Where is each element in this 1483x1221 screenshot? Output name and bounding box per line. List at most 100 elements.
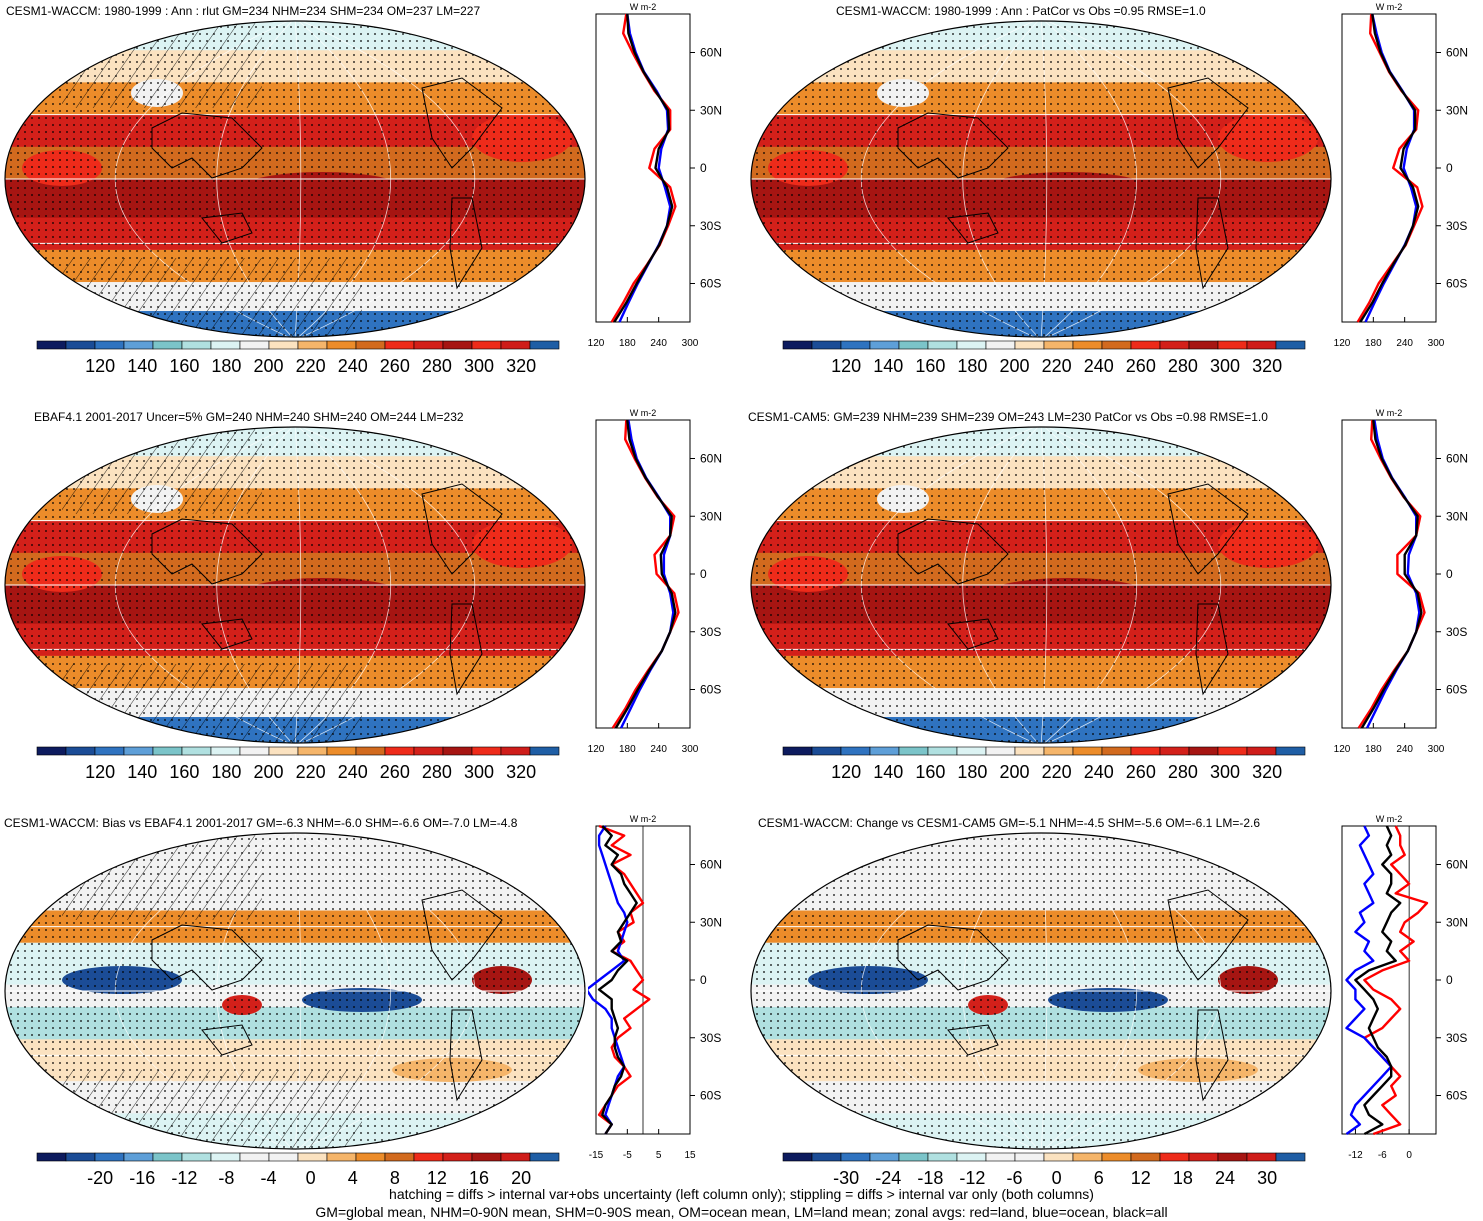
colorbar-swatch [239, 746, 270, 756]
colorbar-tick-label: 180 [957, 762, 987, 782]
colorbar-tick-label: 240 [1084, 356, 1114, 376]
colorbar-tick-label: 0 [306, 1168, 316, 1188]
colorbar-swatch [268, 340, 299, 350]
colorbar-swatch [123, 1152, 154, 1162]
colorbar-swatch [268, 1152, 299, 1162]
ytick-label: 60N [1446, 452, 1468, 466]
zonal-profile: W m-2 60N 30N 0 30S 60S 120 180 240 300 [588, 2, 722, 349]
panel-title: CESM1-WACCM: Change vs CESM1-CAM5 GM=-5.… [758, 816, 1261, 830]
colorbar-tick-label: 200 [1000, 762, 1030, 782]
colorbar-tick-label: 6 [1094, 1168, 1104, 1188]
panel-6: CESM1-WACCM: Change vs CESM1-CAM5 GM=-5.… [746, 812, 1483, 1188]
colorbar-tick-label: 220 [1042, 762, 1072, 782]
profile-unit: W m-2 [1376, 814, 1403, 824]
colorbar-swatch [471, 746, 502, 756]
map-border [750, 426, 1332, 744]
colorbar-tick-label: 220 [1042, 356, 1072, 376]
ytick-label: 30N [700, 509, 722, 523]
colorbar-swatch [927, 1152, 958, 1162]
xtick-label: 120 [588, 744, 605, 755]
colorbar-swatch [1130, 746, 1161, 756]
ytick-label: 0 [1446, 567, 1453, 581]
zonal-profile: W m-2 60N 30N 0 30S 60S 120 180 240 300 [588, 408, 722, 755]
colorbar-tick-label: -8 [218, 1168, 234, 1188]
series-ocean [1366, 419, 1421, 729]
colorbar-swatch [811, 340, 842, 350]
series-land [1363, 825, 1429, 1136]
colorbar-tick-label: 8 [390, 1168, 400, 1188]
map-field [751, 427, 1331, 743]
colorbar-swatch [782, 746, 813, 756]
map-border [4, 426, 586, 744]
xtick-label: 240 [1396, 744, 1413, 755]
profile-unit: W m-2 [630, 408, 657, 418]
ytick-label: 60S [1446, 1089, 1467, 1103]
colorbar-tick-label: 12 [1131, 1168, 1151, 1188]
colorbar-swatch [210, 746, 241, 756]
colorbar-swatch [956, 1152, 987, 1162]
colorbar-swatch [985, 746, 1016, 756]
map-plot [750, 20, 1332, 338]
colorbar-swatch [326, 340, 357, 350]
coastline [897, 483, 1249, 696]
colorbar-tick-label: 260 [380, 762, 410, 782]
colorbar-swatch [956, 746, 987, 756]
panel-1: CESM1-WACCM: 1980-1999 : Ann : rlut GM=2… [0, 0, 740, 390]
stippling [751, 21, 1331, 337]
colorbar-tick-label: 220 [296, 762, 326, 782]
xtick-label: 120 [588, 338, 605, 349]
colorbar-swatch [840, 746, 871, 756]
colorbar-tick-label: 140 [873, 356, 903, 376]
colorbar-swatch [65, 340, 96, 350]
profile-unit: W m-2 [630, 814, 657, 824]
map-field [751, 833, 1331, 1149]
series-land [597, 824, 651, 1135]
colorbar-swatch [355, 1152, 386, 1162]
series-land [611, 419, 680, 729]
colorbar-tick-label: 320 [1252, 762, 1282, 782]
xtick-label: -6 [1378, 1150, 1387, 1161]
colorbar-swatch [898, 340, 929, 350]
ytick-label: 30S [1446, 1031, 1467, 1045]
colorbar-tick-label: 260 [380, 356, 410, 376]
hatching [62, 833, 262, 920]
colorbar-swatch [471, 340, 502, 350]
ytick-label: 30N [700, 103, 722, 117]
colorbar-swatch [36, 746, 67, 756]
colorbar-swatch [268, 746, 299, 756]
map-field [5, 427, 585, 743]
colorbar-swatch [94, 340, 125, 350]
panel-5: CESM1-WACCM: Bias vs EBAF4.1 2001-2017 G… [0, 812, 740, 1188]
xtick-label: 0 [1406, 1150, 1412, 1161]
stippling [751, 833, 1331, 1149]
series-all [1359, 13, 1420, 323]
colorbar-swatch [869, 340, 900, 350]
xtick-label: 300 [682, 338, 699, 349]
colorbar-swatch [985, 1152, 1016, 1162]
ytick-label: 60N [700, 452, 722, 466]
map-border [750, 20, 1332, 338]
colorbar-swatch [1043, 1152, 1074, 1162]
colorbar-swatch [1246, 1152, 1277, 1162]
colorbar-swatch [413, 746, 444, 756]
colorbar-swatch [1159, 340, 1190, 350]
colorbar: -20 -16 -12 -8 -4 0 4 8 12 16 20 [36, 1152, 560, 1188]
colorbar-swatch [152, 746, 183, 756]
colorbar-tick-label: 320 [1252, 356, 1282, 376]
colorbar-swatch [1072, 746, 1103, 756]
colorbar-swatch [500, 1152, 531, 1162]
coastline [897, 889, 1249, 1102]
colorbar-swatch [239, 340, 270, 350]
series-all [597, 825, 638, 1135]
series-land [1356, 13, 1424, 323]
colorbar-swatch [1188, 1152, 1219, 1162]
colorbar-tick-label: 280 [1168, 762, 1198, 782]
ytick-label: 30N [1446, 509, 1468, 523]
colorbar-tick-label: -12 [171, 1168, 197, 1188]
colorbar-tick-label: 260 [1126, 356, 1156, 376]
colorbar-tick-label: 120 [85, 762, 115, 782]
colorbar-swatch [840, 340, 871, 350]
ytick-label: 60N [1446, 858, 1468, 872]
colorbar-swatch [1275, 1152, 1306, 1162]
colorbar-swatch [500, 746, 531, 756]
